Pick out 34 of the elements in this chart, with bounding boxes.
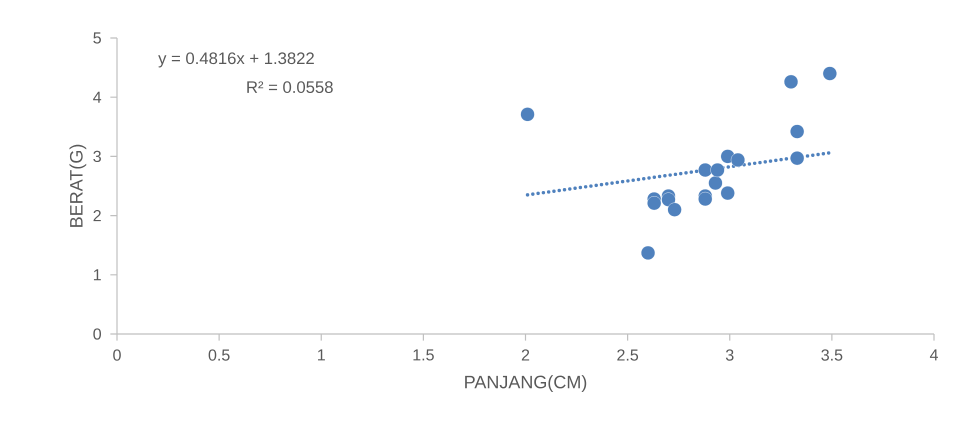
point — [790, 151, 804, 166]
x-tick-label: 1 — [318, 349, 325, 360]
y-tick-label: 5 — [93, 32, 101, 44]
x-tick-label: 3.5 — [821, 349, 842, 361]
x-tick-label: 3 — [726, 349, 734, 361]
y-tick-label: 2 — [94, 210, 101, 222]
point — [708, 176, 723, 190]
x-tick-label: 2.5 — [617, 349, 638, 361]
point — [784, 74, 798, 89]
x-axis-title: PANJANG(CM) — [465, 375, 586, 392]
x-tick-label: 1.5 — [413, 349, 434, 361]
point — [730, 152, 746, 168]
x-tick-label: 4 — [930, 349, 938, 360]
point — [822, 66, 837, 81]
point — [790, 124, 804, 139]
y-tick-label: 4 — [93, 92, 102, 103]
point — [698, 162, 712, 178]
point — [698, 192, 712, 206]
point — [520, 107, 535, 122]
point — [640, 246, 656, 260]
point — [647, 196, 662, 210]
y-axis-title: BERAT(G) — [69, 144, 86, 227]
point — [667, 202, 682, 217]
y-tick-label: 1 — [94, 269, 101, 280]
x-tick-label: 0.5 — [208, 349, 230, 361]
annotation: R² = 0.0558 — [247, 81, 333, 94]
point — [720, 186, 735, 200]
point — [661, 192, 676, 207]
x-tick-label: 2 — [522, 349, 530, 361]
y-tick-label: 0 — [93, 328, 102, 340]
x-tick-label: 0 — [113, 349, 121, 361]
annotation: y = 0.4816x + 1.3822 — [158, 52, 314, 68]
y-tick-label: 3 — [93, 150, 101, 162]
point — [710, 162, 725, 178]
